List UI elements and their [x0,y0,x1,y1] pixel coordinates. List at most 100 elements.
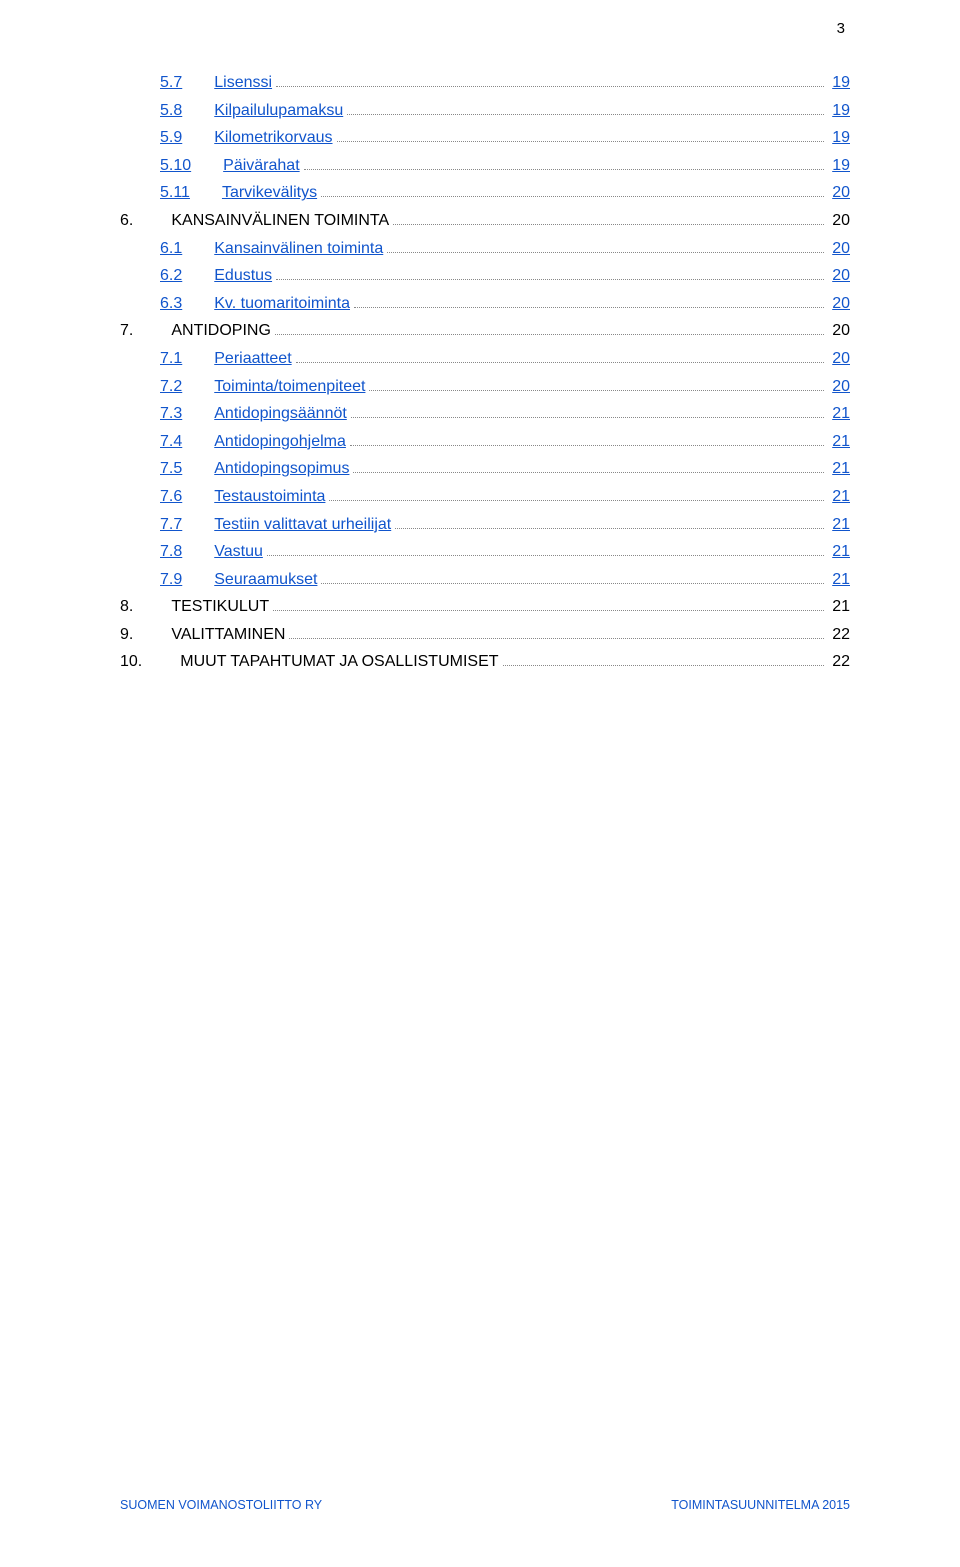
toc-entry-page[interactable]: 19 [828,98,850,124]
page-number: 3 [837,20,845,37]
toc-row[interactable]: 7.8 Vastuu 21 [160,539,850,565]
toc-entry-title[interactable]: Päivärahat [223,153,300,179]
toc-entry-page: 20 [828,208,850,234]
toc-entry-title[interactable]: Lisenssi [214,70,272,96]
toc-entry-number: 6. [120,208,139,234]
toc-leader-dots [337,132,825,142]
toc-entry-title[interactable]: Antidopingsäännöt [214,401,347,427]
toc-entry-page[interactable]: 20 [828,180,850,206]
toc-entry-number[interactable]: 5.9 [160,125,188,151]
toc-leader-dots [351,408,824,418]
toc-leader-dots [289,629,824,639]
toc-row[interactable]: 7.4 Antidopingohjelma 21 [160,429,850,455]
toc-entry-number[interactable]: 5.8 [160,98,188,124]
toc-entry-title[interactable]: Seuraamukset [214,567,317,593]
toc-row[interactable]: 7.1 Periaatteet 20 [160,346,850,372]
toc-entry-number[interactable]: 7.9 [160,567,188,593]
toc-entry-title[interactable]: Vastuu [214,539,263,565]
toc-entry-page[interactable]: 20 [828,291,850,317]
toc-entry-page[interactable]: 21 [828,429,850,455]
toc-entry-number[interactable]: 6.3 [160,291,188,317]
toc-row[interactable]: 7.9 Seuraamukset 21 [160,567,850,593]
toc-leader-dots [395,519,824,529]
toc-entry-title[interactable]: Tarvikevälitys [222,180,317,206]
toc-leader-dots [267,546,824,556]
toc-leader-dots [393,215,824,225]
toc-row[interactable]: 5.8 Kilpailulupamaksu 19 [160,98,850,124]
toc-entry-number[interactable]: 6.1 [160,236,188,262]
toc-entry-page[interactable]: 21 [828,567,850,593]
toc-leader-dots [387,243,824,253]
toc-entry-title: ANTIDOPING [171,318,271,344]
toc-entry-title: MUUT TAPAHTUMAT JA OSALLISTUMISET [180,649,498,675]
toc-row: 9.VALITTAMINEN22 [120,622,850,648]
toc-entry-number[interactable]: 5.11 [160,180,196,206]
toc-row[interactable]: 7.5 Antidopingsopimus 21 [160,456,850,482]
toc-entry-page[interactable]: 20 [828,346,850,372]
toc-leader-dots [275,326,824,336]
toc-entry-number[interactable]: 7.7 [160,512,188,538]
toc-entry-title[interactable]: Testaustoiminta [214,484,325,510]
toc-entry-number[interactable]: 7.5 [160,456,188,482]
toc-row[interactable]: 5.10 Päivärahat 19 [160,153,850,179]
toc-entry-title[interactable]: Antidopingohjelma [214,429,346,455]
toc-row[interactable]: 5.7 Lisenssi 19 [160,70,850,96]
toc-entry-number[interactable]: 7.3 [160,401,188,427]
toc-row[interactable]: 5.9 Kilometrikorvaus 19 [160,125,850,151]
toc-entry-title[interactable]: Kilpailulupamaksu [214,98,343,124]
toc-entry-number[interactable]: 6.2 [160,263,188,289]
toc-entry-page[interactable]: 21 [828,512,850,538]
toc-entry-title[interactable]: Kv. tuomaritoiminta [214,291,350,317]
toc-entry-page[interactable]: 20 [828,263,850,289]
toc-row[interactable]: 7.2 Toiminta/toimenpiteet 20 [160,374,850,400]
table-of-contents: 5.7 Lisenssi 19 5.8 Kilpailulupamaksu 19 5.9 Ki… [120,70,850,675]
toc-entry-title[interactable]: Toiminta/toimenpiteet [214,374,365,400]
toc-row[interactable]: 7.7 Testiin valittavat urheilijat 21 [160,512,850,538]
toc-entry-number[interactable]: 7.2 [160,374,188,400]
toc-entry-number: 10. [120,649,148,675]
toc-entry-title: VALITTAMINEN [171,622,285,648]
toc-entry-number: 8. [120,594,139,620]
toc-row[interactable]: 7.3 Antidopingsäännöt 21 [160,401,850,427]
toc-row[interactable]: 6.2 Edustus 20 [160,263,850,289]
toc-entry-page[interactable]: 21 [828,484,850,510]
toc-entry-page[interactable]: 19 [828,70,850,96]
toc-leader-dots [276,270,824,280]
toc-entry-page[interactable]: 21 [828,401,850,427]
toc-entry-page[interactable]: 20 [828,236,850,262]
toc-row: 7.ANTIDOPING20 [120,318,850,344]
toc-entry-number[interactable]: 7.1 [160,346,188,372]
toc-entry-number[interactable]: 7.4 [160,429,188,455]
toc-entry-title[interactable]: Edustus [214,263,272,289]
toc-row[interactable]: 5.11 Tarvikevälitys 20 [160,180,850,206]
toc-entry-number[interactable]: 7.6 [160,484,188,510]
toc-entry-title[interactable]: Kilometrikorvaus [214,125,332,151]
toc-entry-number[interactable]: 5.7 [160,70,188,96]
page-container: 3 5.7Lisenssi195.8Kilpailulupamaksu195.9… [0,0,960,1567]
toc-entry-title[interactable]: Antidopingsopimus [214,456,349,482]
toc-leader-dots [353,464,824,474]
toc-entry-title[interactable]: Kansainvälinen toiminta [214,236,383,262]
toc-entry-number[interactable]: 5.10 [160,153,197,179]
toc-row[interactable]: 6.3 Kv. tuomaritoiminta 20 [160,291,850,317]
toc-entry-number: 7. [120,318,139,344]
toc-leader-dots [329,491,824,501]
toc-entry-page: 22 [828,622,850,648]
toc-entry-page[interactable]: 19 [828,153,850,179]
toc-leader-dots [369,381,824,391]
toc-entry-page[interactable]: 19 [828,125,850,151]
footer-right: TOIMINTASUUNNITELMA 2015 [671,1498,850,1512]
toc-entry-title: KANSAINVÄLINEN TOIMINTA [171,208,389,234]
toc-entry-page[interactable]: 21 [828,539,850,565]
toc-leader-dots [321,188,824,198]
toc-entry-number[interactable]: 7.8 [160,539,188,565]
toc-row[interactable]: 6.1 Kansainvälinen toiminta 20 [160,236,850,262]
toc-leader-dots [350,436,824,446]
toc-row: 6. KANSAINVÄLINEN TOIMINTA 20 [120,208,850,234]
toc-entry-page[interactable]: 21 [828,456,850,482]
toc-entry-title[interactable]: Periaatteet [214,346,291,372]
toc-entry-title[interactable]: Testiin valittavat urheilijat [214,512,391,538]
toc-row[interactable]: 7.6 Testaustoiminta 21 [160,484,850,510]
toc-entry-page[interactable]: 20 [828,374,850,400]
toc-row: 8.TESTIKULUT21 [120,594,850,620]
